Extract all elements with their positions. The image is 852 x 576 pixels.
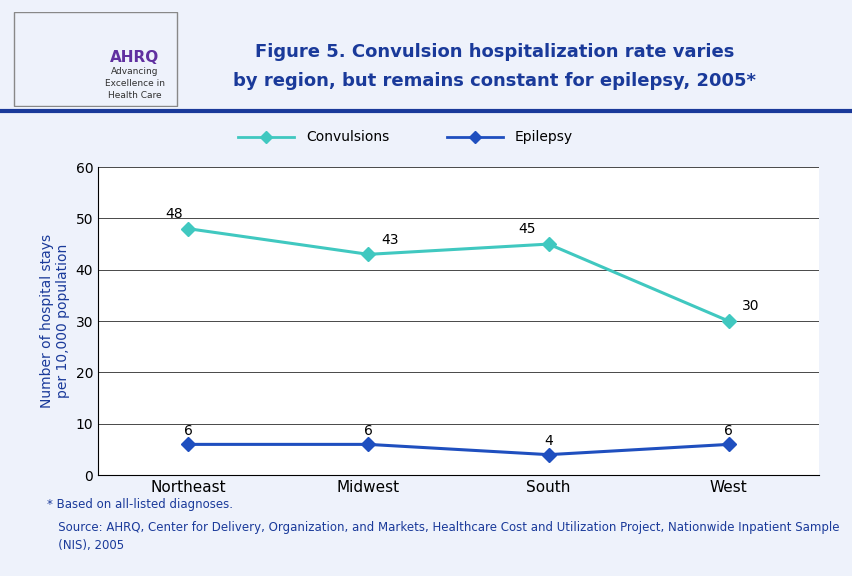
Text: 6: 6 (183, 424, 193, 438)
Text: 6: 6 (723, 424, 733, 438)
Text: * Based on all-listed diagnoses.: * Based on all-listed diagnoses. (47, 498, 233, 511)
Text: AHRQ: AHRQ (110, 50, 159, 65)
Text: 6: 6 (364, 424, 372, 438)
Text: Source: AHRQ, Center for Delivery, Organization, and Markets, Healthcare Cost an: Source: AHRQ, Center for Delivery, Organ… (47, 521, 838, 552)
Text: Epilepsy: Epilepsy (514, 130, 573, 144)
Y-axis label: Number of hospital stays
per 10,000 population: Number of hospital stays per 10,000 popu… (40, 234, 70, 408)
Text: 48: 48 (164, 207, 182, 221)
Text: 43: 43 (381, 233, 398, 247)
Text: Figure 5. Convulsion hospitalization rate varies: Figure 5. Convulsion hospitalization rat… (255, 43, 734, 61)
Text: 45: 45 (518, 222, 535, 236)
Text: Convulsions: Convulsions (306, 130, 389, 144)
Text: by region, but remains constant for epilepsy, 2005*: by region, but remains constant for epil… (233, 71, 756, 90)
Text: 30: 30 (740, 300, 758, 313)
Text: 4: 4 (544, 434, 552, 449)
Text: Advancing
Excellence in
Health Care: Advancing Excellence in Health Care (105, 67, 164, 100)
